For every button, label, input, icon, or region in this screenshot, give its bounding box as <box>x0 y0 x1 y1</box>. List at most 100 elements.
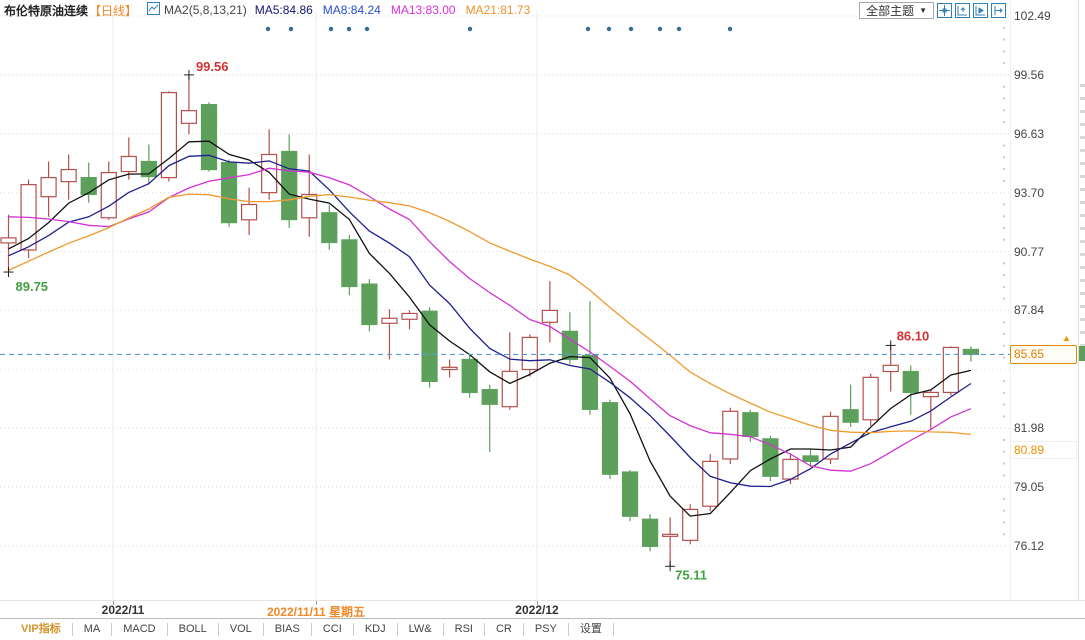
axis-zoom-in-icon[interactable] <box>955 2 970 18</box>
toolbar-item-LW&[interactable]: LW& <box>398 623 444 636</box>
axis-minor-tick <box>1003 144 1005 147</box>
ma-settings-label[interactable]: MA2(5,8,13,21) <box>164 3 247 17</box>
crosshair-icon[interactable] <box>937 2 952 18</box>
export-right-icon[interactable] <box>991 2 1006 18</box>
candle-down <box>802 455 819 462</box>
toolbar-item-BIAS[interactable]: BIAS <box>264 623 312 636</box>
ma-line-MA21 <box>8 193 971 436</box>
toolbar-item-MACD[interactable]: MACD <box>112 623 168 636</box>
date-tick <box>113 601 114 605</box>
toolbar-item-PSY[interactable]: PSY <box>524 623 569 636</box>
axis-minor-tick <box>1003 356 1005 359</box>
secondary-price-marker: 80.89 <box>1010 441 1077 460</box>
candle-up <box>261 153 278 194</box>
price-up-arrow-icon: ▲ <box>1062 333 1071 344</box>
event-dot[interactable] <box>467 26 473 32</box>
axis-minor-tick <box>1003 391 1005 394</box>
high-price-annotation: 86.10 <box>897 328 930 343</box>
axis-minor-tick <box>1003 533 1005 536</box>
event-dot[interactable] <box>606 26 612 32</box>
event-dot[interactable] <box>585 26 591 32</box>
candle-up <box>882 364 899 373</box>
axis-minor-tick <box>1003 226 1005 229</box>
candle-up <box>942 346 959 394</box>
axis-minor-tick <box>1003 109 1005 112</box>
candle-up <box>180 110 198 124</box>
right-strip-clipped-text <box>1080 78 1085 360</box>
axis-minor-tick <box>1003 403 1005 406</box>
high-price-annotation: 99.56 <box>196 59 229 74</box>
candle-up <box>682 508 699 541</box>
date-tick <box>537 601 538 605</box>
axis-minor-tick <box>1003 380 1005 383</box>
event-dot[interactable] <box>265 26 271 32</box>
toolbar-item-RSI[interactable]: RSI <box>444 623 485 636</box>
axis-minor-tick <box>1003 332 1005 335</box>
event-dot[interactable] <box>328 26 334 32</box>
axis-minor-tick <box>1003 38 1005 41</box>
line-chart-icon[interactable] <box>147 2 161 18</box>
toolbar-item-VIP指标[interactable]: VIP指标 <box>10 623 73 636</box>
ma-line-MA5 <box>8 140 972 517</box>
toolbar-item-CR[interactable]: CR <box>485 623 524 636</box>
candle-down <box>481 389 498 405</box>
date-label: 2022/11 <box>101 603 145 617</box>
candle-up <box>521 336 538 371</box>
candle-up <box>241 203 258 221</box>
candlestick-chart-canvas[interactable]: 89.75 99.56 86.10 75.11 <box>0 0 1085 600</box>
axis-minor-tick <box>1003 85 1005 88</box>
ma13-value: MA13:83.00 <box>390 3 456 17</box>
candle-down <box>902 370 919 394</box>
axis-minor-tick <box>1003 521 1005 524</box>
y-axis-label: 93.70 <box>1014 185 1045 200</box>
axis-minor-tick <box>1003 97 1005 100</box>
theme-dropdown-label: 全部主题 <box>866 3 915 18</box>
candle-up <box>922 391 939 398</box>
y-axis-label: 90.77 <box>1014 244 1045 259</box>
candle-down <box>421 310 438 382</box>
candle-up <box>40 176 57 198</box>
candle-down <box>321 212 338 244</box>
toolbar-item-KDJ[interactable]: KDJ <box>354 623 398 636</box>
candle-down <box>762 438 779 477</box>
event-dot[interactable] <box>364 26 370 32</box>
axis-minor-tick <box>1003 497 1005 500</box>
header-toolbar: 全部主题 ▼ <box>859 1 1006 19</box>
axis-minor-tick <box>1003 344 1005 347</box>
chart-header: 布伦特原油连续 【日线】 MA2(5,8,13,21) MA5:84.86 MA… <box>0 0 1010 20</box>
theme-dropdown[interactable]: 全部主题 ▼ <box>859 1 934 19</box>
toolbar-item-CCI[interactable]: CCI <box>312 623 354 636</box>
candle-up <box>160 91 177 179</box>
right-edge-strip <box>1078 0 1085 600</box>
candle-down <box>140 160 157 178</box>
toolbar-item-MA[interactable]: MA <box>73 623 113 636</box>
axis-minor-tick <box>1003 120 1005 123</box>
event-dot[interactable] <box>676 26 682 32</box>
candle-down <box>200 104 218 171</box>
event-dot[interactable] <box>657 26 663 32</box>
candle-up <box>120 155 137 173</box>
period-label[interactable]: 【日线】 <box>89 3 138 18</box>
candle-down <box>361 283 378 326</box>
axis-minor-tick <box>1003 156 1005 159</box>
toolbar-item-VOL[interactable]: VOL <box>219 623 264 636</box>
axis-play-icon[interactable] <box>973 2 988 18</box>
axis-minor-tick <box>1003 203 1005 206</box>
axis-minor-tick <box>1003 50 1005 53</box>
event-dot[interactable] <box>727 26 733 32</box>
y-axis-label: 76.12 <box>1014 538 1045 553</box>
candle-down <box>281 150 298 221</box>
toolbar-item-设置[interactable]: 设置 <box>569 623 614 636</box>
ma-line-MA8 <box>8 154 972 488</box>
y-axis-label: 96.63 <box>1014 126 1045 141</box>
y-axis-label: 87.84 <box>1014 303 1045 318</box>
candle-up <box>662 533 679 537</box>
event-dot[interactable] <box>628 26 634 32</box>
candle-up <box>541 309 558 323</box>
candle-up <box>822 415 839 460</box>
event-dot[interactable] <box>346 26 352 32</box>
toolbar-item-BOLL[interactable]: BOLL <box>168 623 219 636</box>
axis-minor-tick <box>1003 438 1005 441</box>
event-dot[interactable] <box>288 26 294 32</box>
